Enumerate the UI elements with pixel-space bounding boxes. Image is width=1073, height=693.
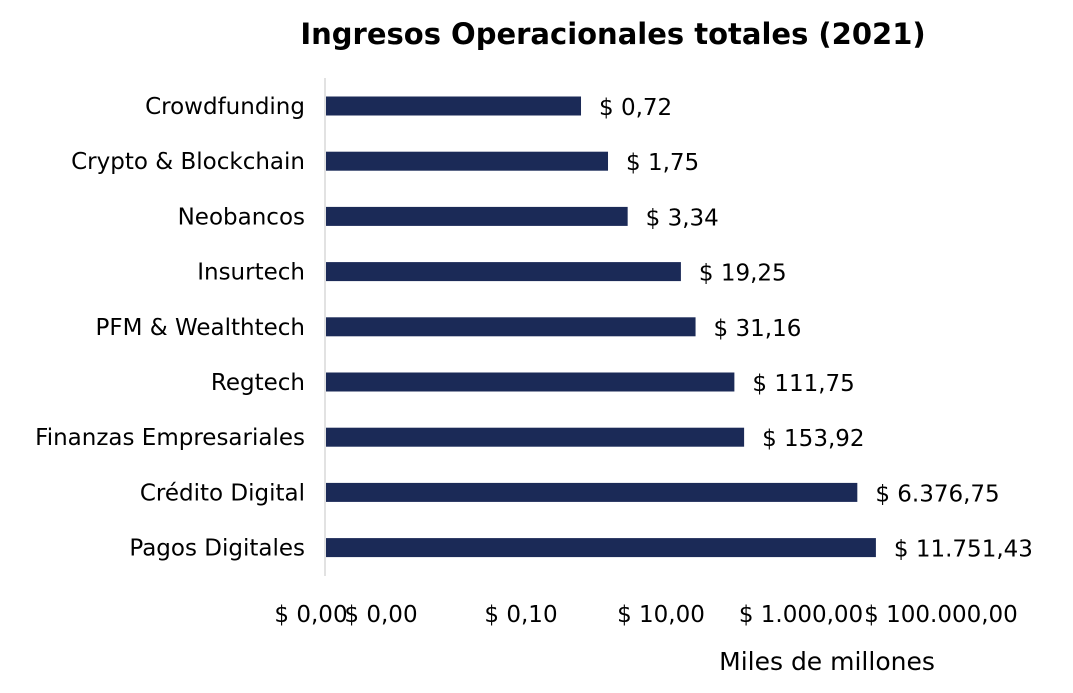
value-label-3: $ 19,25 (699, 261, 787, 287)
value-label-2: $ 3,34 (646, 205, 719, 231)
bar-7 (326, 482, 858, 502)
bar-3 (326, 262, 681, 282)
x-tick-label-1: $ 0,00 (344, 602, 417, 628)
category-label-5: Regtech (211, 370, 305, 396)
bar-6 (326, 427, 745, 447)
value-label-7: $ 6.376,75 (875, 481, 999, 507)
value-label-4: $ 31,16 (714, 316, 802, 342)
bars-group (326, 96, 876, 558)
category-label-7: Crédito Digital (140, 480, 305, 506)
category-label-4: PFM & Wealthtech (95, 315, 305, 341)
bar-5 (326, 372, 735, 392)
x-tick-label-2: $ 0,10 (484, 602, 557, 628)
value-labels: $ 0,72 $ 1,75 $ 3,34 $ 19,25 $ 31,16 $ 111,75… (599, 95, 1033, 563)
x-tick-label-3: $ 10,00 (617, 602, 705, 628)
x-tick-label-0: $ 0,00 (274, 602, 347, 628)
x-axis-title: Miles de millones (719, 647, 935, 676)
category-label-0: Crowdfunding (145, 94, 305, 120)
category-label-8: Pagos Digitales (129, 536, 305, 562)
bar-0 (326, 96, 582, 116)
category-labels: Crowdfunding Crypto & Blockchain Neobancos… (35, 94, 305, 562)
value-label-1: $ 1,75 (626, 150, 699, 176)
category-label-1: Crypto & Blockchain (71, 149, 305, 175)
x-axis-tick-labels: $ 0,00$ 0,00 $ 0,10 $ 10,00 $ 1.000,00 $ 100… (274, 602, 1017, 628)
category-label-6: Finanzas Empresariales (35, 425, 305, 451)
bar-2 (326, 206, 628, 226)
x-tick-label-5: $ 100.000,00 (864, 602, 1018, 628)
bar-8 (326, 538, 876, 558)
value-label-6: $ 153,92 (762, 426, 864, 452)
bar-1 (326, 151, 609, 171)
x-tick-label-4: $ 1.000,00 (739, 602, 863, 628)
bar-4 (326, 317, 696, 337)
value-label-8: $ 11.751,43 (894, 537, 1033, 563)
chart-title: Ingresos Operacionales totales (2021) (300, 17, 925, 51)
value-label-0: $ 0,72 (599, 95, 672, 121)
category-label-2: Neobancos (178, 204, 305, 230)
category-label-3: Insurtech (197, 260, 305, 286)
value-label-5: $ 111,75 (752, 371, 854, 397)
